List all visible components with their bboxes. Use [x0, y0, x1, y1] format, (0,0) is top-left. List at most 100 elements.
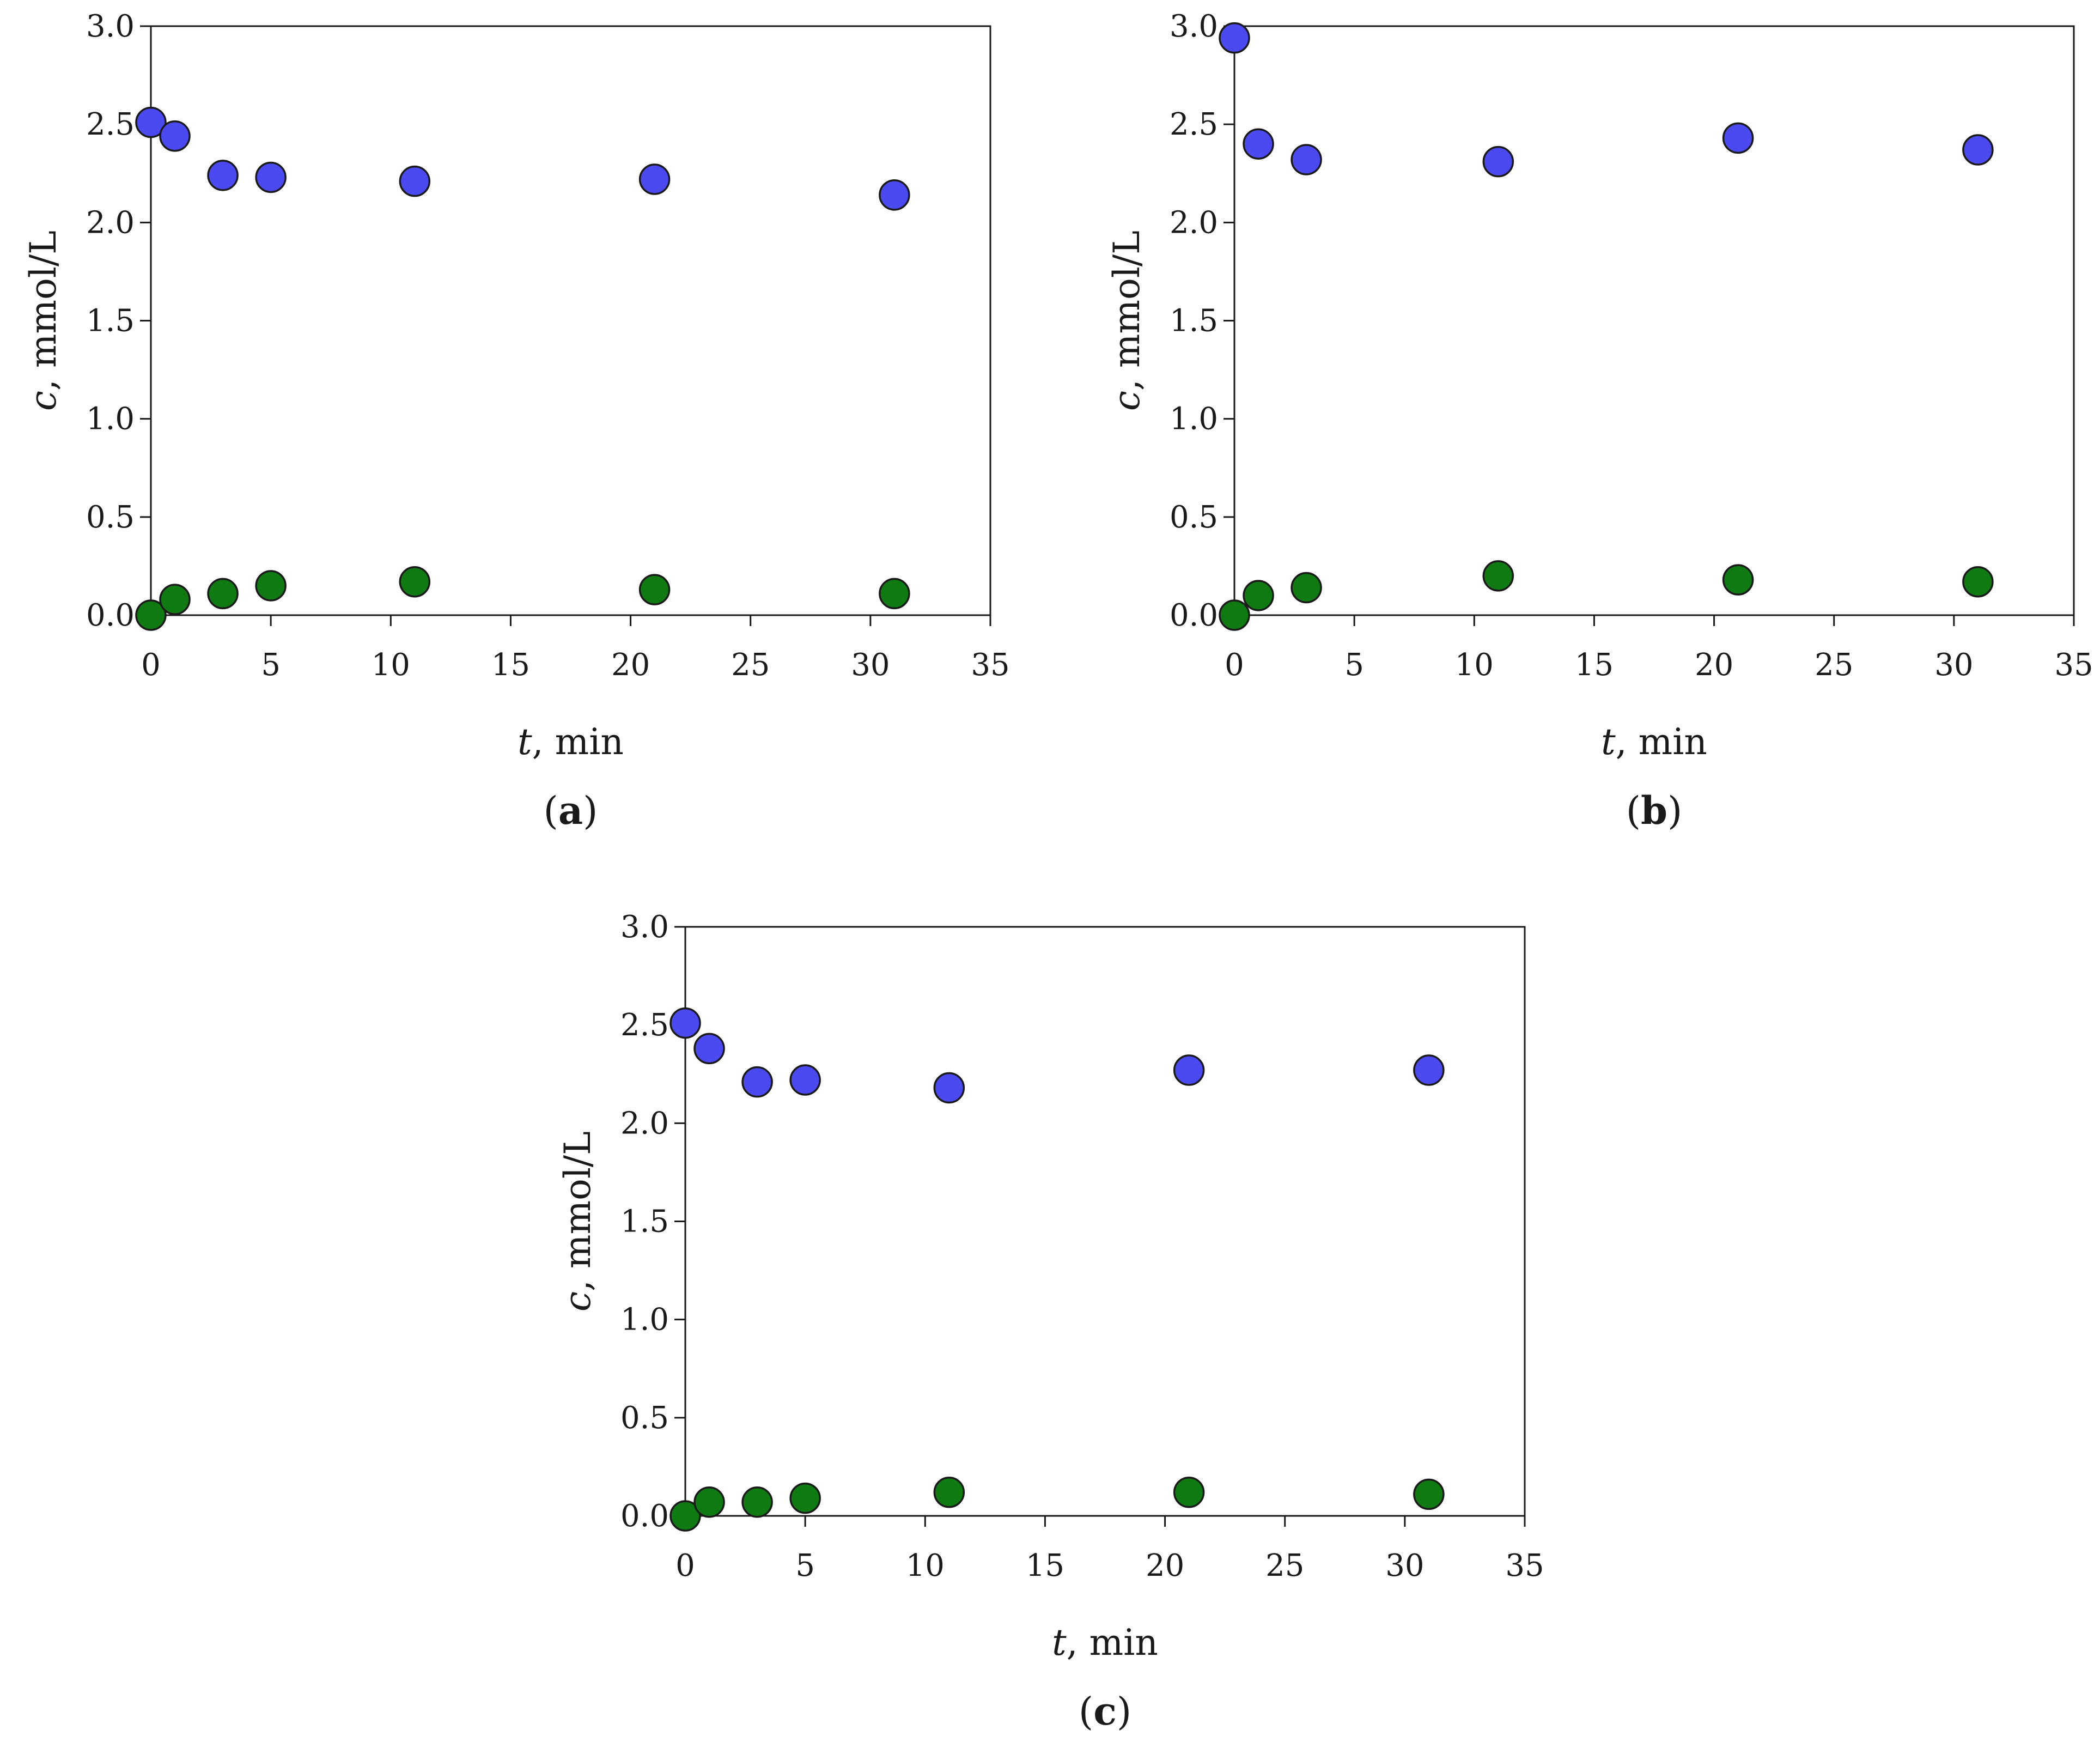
- data-point: [638, 163, 671, 195]
- data-point: [1243, 580, 1274, 611]
- x-axis-label: t, min: [1601, 721, 1707, 763]
- data-point: [789, 1064, 821, 1096]
- y-tick-label: 1.0: [620, 1302, 669, 1338]
- data-point: [669, 1500, 701, 1532]
- data-point: [1722, 564, 1754, 596]
- chart-panel-b: 0 5 10 15 20 25 30 35 0.0 0.5 1.0 1.5 2.0 2.5 3.0 t, mi…: [1106, 9, 2093, 833]
- y-tick-label: 1.5: [86, 304, 135, 339]
- chart-panel-c: 0 5 10 15 20 25 30 35 0.0 0.5 1.0 1.5 2.0 2.5 3.0 t, mi…: [557, 909, 1544, 1734]
- data-point: [207, 160, 239, 191]
- data-point: [255, 570, 287, 602]
- x-tick-label: 15: [491, 647, 530, 683]
- data-point: [135, 106, 167, 138]
- x-tick-label: 35: [2054, 647, 2093, 683]
- x-tick-label: 20: [611, 647, 650, 683]
- y-tick-label: 1.0: [86, 402, 135, 437]
- data-point: [933, 1477, 965, 1508]
- x-tick-label: 25: [731, 647, 770, 683]
- x-axis-unit: , min: [1616, 721, 1707, 763]
- x-tick-label: 10: [906, 1548, 945, 1583]
- data-point: [693, 1033, 725, 1065]
- x-tick-label: 10: [372, 647, 410, 683]
- x-tick-label: 5: [261, 647, 281, 683]
- x-tick-label: 30: [1934, 647, 1973, 683]
- x-tick-label: 30: [1385, 1548, 1424, 1583]
- x-axis-unit: , min: [532, 721, 624, 763]
- x-tick-label: 25: [1265, 1548, 1304, 1583]
- panel-label: (b): [1626, 788, 1683, 833]
- x-tick-label: 30: [851, 647, 890, 683]
- series-1: [1219, 560, 1994, 631]
- data-point: [159, 120, 191, 152]
- x-tick-label: 10: [1455, 647, 1494, 683]
- series-0: [669, 1007, 1445, 1104]
- series-1: [669, 1477, 1445, 1532]
- y-axis-unit: , mmol/L: [1106, 230, 1148, 391]
- y-tick-label: 2.0: [620, 1106, 669, 1141]
- data-point: [1291, 572, 1322, 604]
- panel-label: (a): [544, 788, 598, 833]
- y-tick-label: 0.0: [1170, 598, 1218, 633]
- panel-letter: c: [1093, 1689, 1117, 1734]
- data-point: [1291, 144, 1322, 175]
- plot-frame: [150, 25, 991, 616]
- y-tick-label: 3.0: [620, 909, 669, 945]
- y-tick-label: 1.5: [1170, 304, 1218, 339]
- x-tick-label: 0: [675, 1548, 695, 1583]
- data-point: [1962, 134, 1994, 166]
- data-point: [638, 574, 671, 605]
- y-tick-label: 2.5: [620, 1007, 669, 1043]
- data-point: [1413, 1478, 1445, 1510]
- y-tick-label: 1.0: [1170, 402, 1218, 437]
- x-tick-label: 20: [1695, 647, 1733, 683]
- data-point: [1482, 145, 1514, 178]
- y-tick-label: 0.0: [86, 598, 135, 633]
- y-tick-label: 0.5: [86, 500, 135, 535]
- series-1: [135, 566, 910, 631]
- data-point: [1243, 128, 1274, 160]
- data-point: [669, 1007, 701, 1039]
- x-tick-label: 5: [795, 1548, 815, 1583]
- plot-frame: [1233, 25, 2075, 616]
- plot-frame: [684, 926, 1526, 1517]
- x-tick-label: 0: [1225, 647, 1244, 683]
- x-axis-variable: t: [1052, 1622, 1067, 1664]
- chart-panel-a: 0 5 10 15 20 25 30 35 0.0 0.5 1.0 1.5 2.0 2.5 3.0 t, mi…: [22, 9, 1010, 833]
- x-tick-label: 15: [1575, 647, 1614, 683]
- y-tick-label: 0.5: [620, 1400, 669, 1436]
- x-tick-label: 20: [1146, 1548, 1184, 1583]
- x-axis-unit: , min: [1067, 1622, 1158, 1664]
- data-point: [135, 599, 167, 631]
- series-0: [135, 106, 910, 211]
- y-axis-unit: , mmol/L: [557, 1131, 599, 1291]
- x-axis-variable: t: [1601, 721, 1616, 763]
- data-point: [741, 1486, 773, 1518]
- y-axis-variable: c: [557, 1291, 599, 1312]
- y-tick-label: 0.5: [1170, 500, 1218, 535]
- y-tick-label: 0.0: [620, 1498, 669, 1534]
- data-point: [399, 566, 431, 598]
- x-tick-label: 5: [1344, 647, 1364, 683]
- data-point: [879, 578, 910, 610]
- y-tick-label: 3.0: [86, 9, 135, 44]
- y-axis-variable: c: [1106, 391, 1148, 411]
- y-tick-label: 2.5: [86, 107, 135, 142]
- x-axis-label: t, min: [1052, 1622, 1158, 1664]
- panel-letter: a: [558, 788, 583, 833]
- series-0: [1219, 22, 1994, 178]
- x-tick-label: 0: [141, 647, 161, 683]
- data-point: [1482, 560, 1514, 592]
- y-axis-label: c, mmol/L: [22, 230, 64, 411]
- data-point: [159, 584, 191, 615]
- data-point: [1413, 1054, 1445, 1086]
- data-point: [1219, 22, 1250, 54]
- y-axis-label: c, mmol/L: [1106, 230, 1148, 411]
- data-point: [1962, 566, 1994, 598]
- data-point: [1173, 1477, 1205, 1508]
- y-tick-label: 1.5: [620, 1204, 669, 1240]
- data-point: [1722, 122, 1754, 154]
- panel-label: (c): [1079, 1689, 1131, 1734]
- data-point: [693, 1486, 725, 1518]
- data-point: [741, 1066, 773, 1098]
